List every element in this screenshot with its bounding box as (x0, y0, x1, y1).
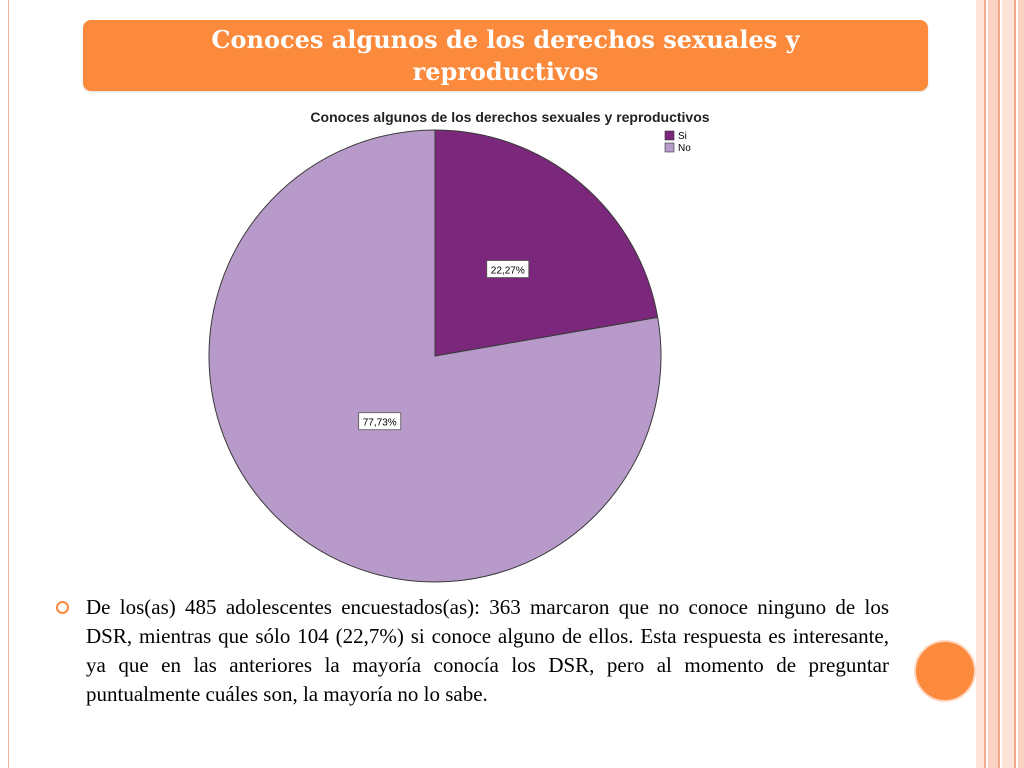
body-paragraph: De los(as) 485 adolescentes encuestados(… (86, 595, 889, 706)
pie-slice-no (208, 129, 662, 583)
pie-slice-si (434, 129, 659, 357)
decorative-circle (914, 640, 976, 702)
bullet-icon (56, 601, 69, 614)
legend-label-no: No (678, 143, 691, 154)
legend-swatch-si (664, 130, 675, 141)
pie-slice-labels: 22,27% 77,73% (358, 260, 530, 431)
title-bar: Conoces algunos de los derechos sexuales… (83, 20, 928, 91)
slide-title: Conoces algunos de los derechos sexuales… (211, 24, 800, 86)
left-border-line (8, 0, 9, 768)
slice-label-no: 77,73% (358, 412, 402, 431)
legend-label-si: Si (678, 131, 687, 142)
svg-text:22,27%: 22,27% (491, 266, 525, 277)
pie-chart-svg: Conoces algunos de los derechos sexuales… (208, 109, 710, 583)
pie-chart: Conoces algunos de los derechos sexuales… (0, 100, 1024, 590)
legend-swatch-no (664, 142, 675, 153)
chart-title: Conoces algunos de los derechos sexuales… (310, 109, 709, 125)
pie-slices (208, 129, 662, 583)
svg-text:77,73%: 77,73% (363, 418, 397, 429)
slice-label-si: 22,27% (486, 260, 530, 278)
decorative-stripes (976, 0, 1024, 768)
